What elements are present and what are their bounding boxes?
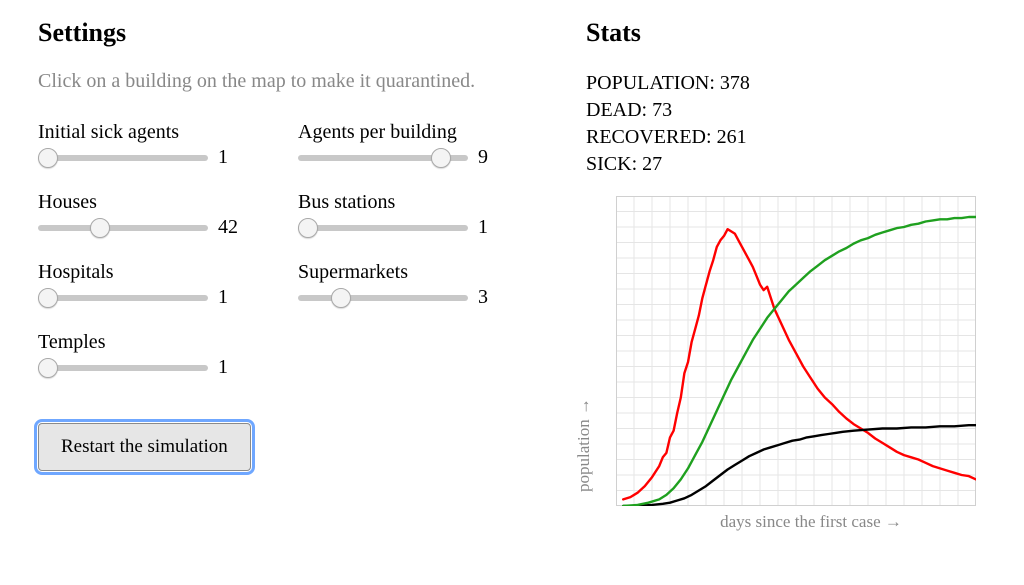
- slider-label-temples: Temples: [38, 331, 248, 354]
- slider-block: Bus stations1: [298, 191, 508, 239]
- slider-value-initial_sick: 1: [218, 146, 248, 169]
- settings-hint: Click on a building on the map to make i…: [38, 70, 534, 93]
- slider-label-agents_per_bldg: Agents per building: [298, 121, 508, 144]
- slider-label-initial_sick: Initial sick agents: [38, 121, 248, 144]
- stat-recovered: RECOVERED: 261: [586, 124, 996, 151]
- stat-sick: SICK: 27: [586, 151, 996, 178]
- slider-block: Houses42: [38, 191, 248, 239]
- slider-label-houses: Houses: [38, 191, 248, 214]
- slider-temples[interactable]: [38, 365, 208, 371]
- slider-value-houses: 42: [218, 216, 248, 239]
- slider-value-supermarkets: 3: [478, 286, 508, 309]
- slider-label-hospitals: Hospitals: [38, 261, 248, 284]
- slider-value-agents_per_bldg: 9: [478, 146, 508, 169]
- settings-heading: Settings: [38, 18, 534, 48]
- slider-block: Agents per building9: [298, 121, 508, 169]
- chart-ylabel: population →: [574, 398, 594, 492]
- slider-label-supermarkets: Supermarkets: [298, 261, 508, 284]
- slider-initial_sick[interactable]: [38, 155, 208, 161]
- sliders-grid: Initial sick agents1Agents per building9…: [38, 121, 508, 379]
- stats-chart: [616, 196, 976, 506]
- slider-bus_stations[interactable]: [298, 225, 468, 231]
- slider-value-hospitals: 1: [218, 286, 248, 309]
- slider-block: Initial sick agents1: [38, 121, 248, 169]
- restart-button[interactable]: Restart the simulation: [38, 423, 251, 471]
- slider-block: Hospitals1: [38, 261, 248, 309]
- stats-heading: Stats: [586, 18, 996, 48]
- chart-xlabel: days since the first case →: [626, 512, 996, 532]
- slider-value-temples: 1: [218, 356, 248, 379]
- chart-holder: population → days since the first case →: [616, 196, 996, 532]
- slider-houses[interactable]: [38, 225, 208, 231]
- slider-block: Temples1: [38, 331, 248, 379]
- slider-supermarkets[interactable]: [298, 295, 468, 301]
- stat-dead: DEAD: 73: [586, 97, 996, 124]
- slider-block: Supermarkets3: [298, 261, 508, 309]
- slider-agents_per_bldg[interactable]: [298, 155, 468, 161]
- stat-lines: POPULATION: 378 DEAD: 73 RECOVERED: 261 …: [586, 70, 996, 178]
- slider-label-bus_stations: Bus stations: [298, 191, 508, 214]
- slider-value-bus_stations: 1: [478, 216, 508, 239]
- slider-hospitals[interactable]: [38, 295, 208, 301]
- stat-population: POPULATION: 378: [586, 70, 996, 97]
- stats-panel: Stats POPULATION: 378 DEAD: 73 RECOVERED…: [586, 18, 996, 532]
- settings-panel: Settings Click on a building on the map …: [38, 18, 534, 471]
